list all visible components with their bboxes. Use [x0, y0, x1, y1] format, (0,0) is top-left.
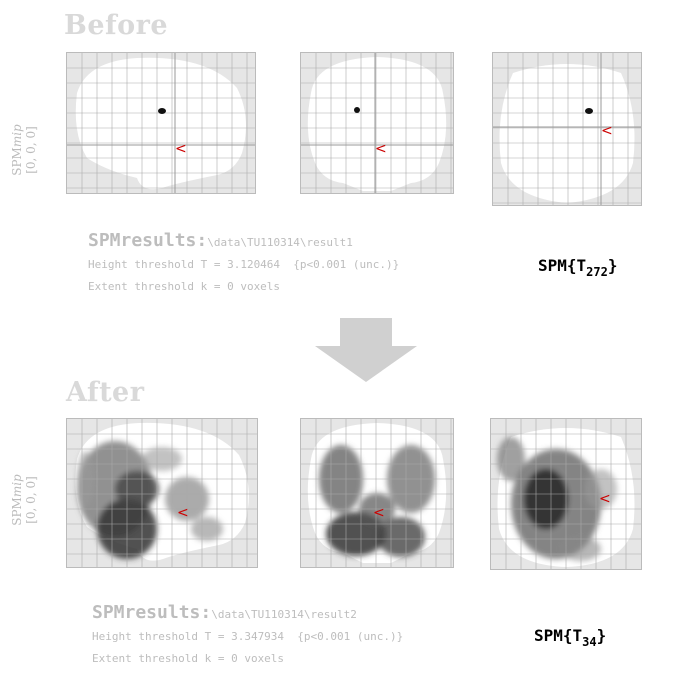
sagittal-mip-svg: <	[67, 53, 255, 193]
cursor-marker: <	[601, 123, 613, 139]
side-label-spm: SPM	[10, 147, 24, 176]
grid-lines	[67, 419, 257, 567]
before-side-label: SPMmip [0, 0, 0]	[10, 110, 38, 190]
before-extent-threshold: Extent threshold k = 0 voxels	[88, 280, 281, 293]
after-coronal-mip: <	[300, 418, 454, 568]
after-title: After	[66, 377, 145, 408]
before-spm-stat: SPM{T272}	[538, 256, 618, 279]
before-height-threshold: Height threshold T = 3.120464 {p<0.001 (…	[88, 258, 400, 271]
down-arrow-icon	[315, 318, 417, 382]
cursor-marker: <	[373, 505, 385, 521]
sagittal-mip-svg: <	[67, 419, 257, 567]
side-label-mip: mip	[10, 474, 24, 498]
stat-suffix: }	[607, 256, 618, 275]
stat-df: 34	[582, 635, 597, 649]
results-label: SPMresults:	[92, 602, 212, 623]
side-label-mip: mip	[10, 124, 24, 148]
grid-lines	[491, 419, 641, 569]
after-spm-stat: SPM{T34}	[534, 626, 606, 649]
grid-lines	[67, 53, 255, 193]
after-axial-mip: <	[490, 418, 642, 570]
before-results-header: SPMresults:\data\TU110314\result1	[88, 230, 353, 251]
activation-blob	[158, 108, 166, 114]
grid-lines	[493, 53, 641, 205]
axial-mip-svg: <	[493, 53, 641, 205]
stat-prefix: SPM{T	[538, 256, 587, 275]
axial-mip-svg: <	[491, 419, 641, 569]
results-path: \data\TU110314\result2	[211, 608, 357, 621]
after-results-header: SPMresults:\data\TU110314\result2	[92, 602, 357, 623]
stat-df: 272	[586, 265, 608, 279]
cursor-marker: <	[175, 141, 187, 157]
stat-prefix: SPM{T	[534, 626, 583, 645]
after-height-threshold: Height threshold T = 3.347934 {p<0.001 (…	[92, 630, 404, 643]
side-label-spm: SPM	[10, 497, 24, 526]
before-sagittal-mip: <	[66, 52, 256, 194]
before-axial-mip: <	[492, 52, 642, 206]
after-sagittal-mip: <	[66, 418, 258, 568]
side-label-coords: [0, 0, 0]	[24, 126, 38, 174]
results-label: SPMresults:	[88, 230, 208, 251]
after-side-label: SPMmip [0, 0, 0]	[10, 460, 38, 540]
cursor-marker: <	[177, 505, 189, 521]
activation-cluster	[497, 437, 617, 561]
activation-blob	[354, 107, 360, 113]
side-label-coords: [0, 0, 0]	[24, 476, 38, 524]
coronal-mip-svg: <	[301, 419, 453, 567]
cursor-marker: <	[599, 491, 611, 507]
cursor-marker: <	[375, 141, 387, 157]
before-title: Before	[64, 10, 169, 41]
grid-lines	[301, 53, 453, 193]
activation-blob	[585, 108, 593, 114]
coronal-mip-svg: <	[301, 53, 453, 193]
results-path: \data\TU110314\result1	[207, 236, 353, 249]
grid-lines	[301, 419, 453, 567]
stat-suffix: }	[596, 626, 607, 645]
after-extent-threshold: Extent threshold k = 0 voxels	[92, 652, 285, 665]
before-coronal-mip: <	[300, 52, 454, 194]
